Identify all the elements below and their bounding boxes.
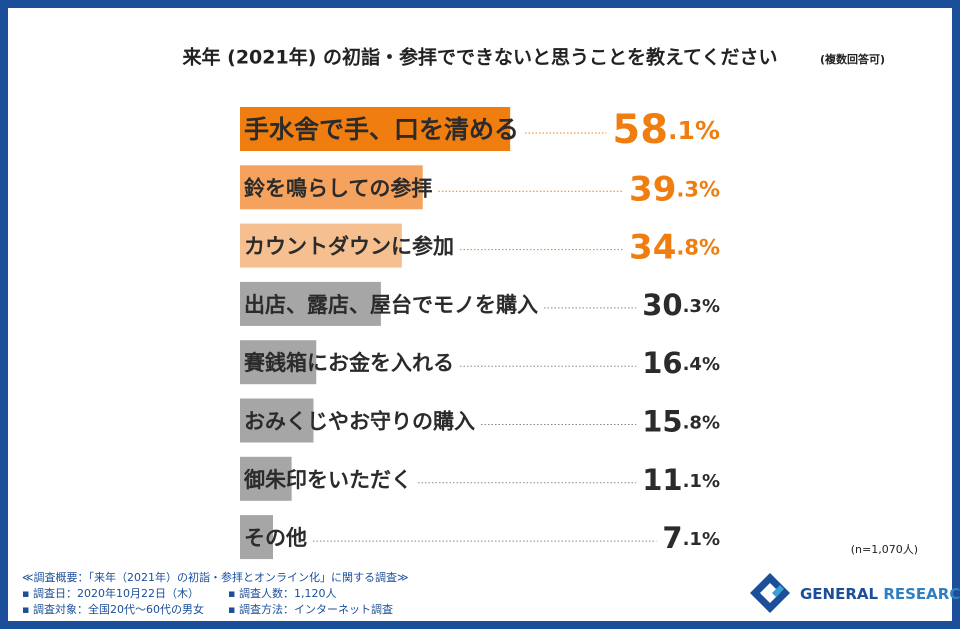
category-label: 手水舎で手、口を清める [244, 115, 519, 144]
category-label: 御朱印をいただく [243, 468, 412, 492]
bar [240, 165, 423, 210]
value-label: 34.8% [629, 227, 720, 267]
footer-item: ▪ 調査方法：インターネット調査 [228, 602, 393, 616]
bar [240, 398, 314, 443]
footer-item: ▪ 調査日：2020年10月22日（木） [22, 586, 199, 600]
value-label: 39.3% [629, 169, 720, 209]
value-frac: .3% [676, 177, 720, 201]
value-frac: .8% [676, 236, 720, 260]
footer-heading: ≪調査概要：「来年（2021年）の初詣・参拝とオンライン化」に関する調査≫ [22, 570, 409, 584]
logo: GENERAL RESEARCH [750, 573, 960, 613]
value-frac: .8% [683, 413, 720, 434]
bar [240, 107, 511, 151]
value-label: 30.3% [642, 288, 720, 322]
value-int: 15 [642, 405, 682, 439]
category-label: おみくじやお守りの購入 [244, 410, 475, 434]
footer-item: ▪ 調査対象：全国20代〜60代の男女 [22, 602, 204, 616]
value-int: 11 [642, 463, 682, 497]
category-label: カウントダウンに参加 [244, 235, 454, 259]
value-label: 16.4% [642, 346, 720, 380]
logo-mark [772, 585, 784, 597]
category-label: 賽銭箱にお金を入れる [243, 351, 454, 375]
value-frac: .1% [683, 529, 720, 550]
value-int: 34 [629, 227, 676, 267]
category-label: その他 [244, 526, 307, 550]
category-label: 出店、露店、屋台でモノを購入 [244, 293, 538, 317]
bar [240, 340, 317, 385]
logo-second: RESEARCH [883, 585, 960, 603]
bar [240, 456, 292, 501]
bar [240, 515, 274, 560]
chart-subtitle: (複数回答可) [820, 52, 885, 66]
logo-mark [760, 583, 780, 603]
value-frac: .1% [683, 471, 720, 492]
logo-text: GENERAL RESEARCH [800, 585, 960, 603]
logo-first: GENERAL [800, 585, 879, 603]
value-int: 39 [629, 169, 676, 209]
value-label: 58.1% [612, 107, 720, 153]
value-int: 58 [612, 107, 668, 153]
value-int: 30 [642, 288, 682, 322]
bar [240, 281, 381, 326]
value-label: 7.1% [662, 521, 720, 555]
value-label: 11.1% [642, 463, 720, 497]
sample-note: (n=1,070人) [851, 543, 918, 556]
value-frac: .4% [683, 354, 720, 375]
category-label: 鈴を鳴らしての参拝 [244, 176, 432, 200]
value-int: 16 [642, 346, 682, 380]
footer-item: ▪ 調査人数：1,120人 [228, 586, 336, 600]
value-int: 7 [662, 521, 682, 555]
value-label: 15.8% [642, 405, 720, 439]
value-frac: .3% [683, 296, 720, 317]
chart-title: 来年 (2021年) の初詣・参拝でできないと思うことを教えてください [183, 46, 778, 69]
value-frac: .1% [668, 116, 720, 145]
bar [240, 223, 402, 268]
